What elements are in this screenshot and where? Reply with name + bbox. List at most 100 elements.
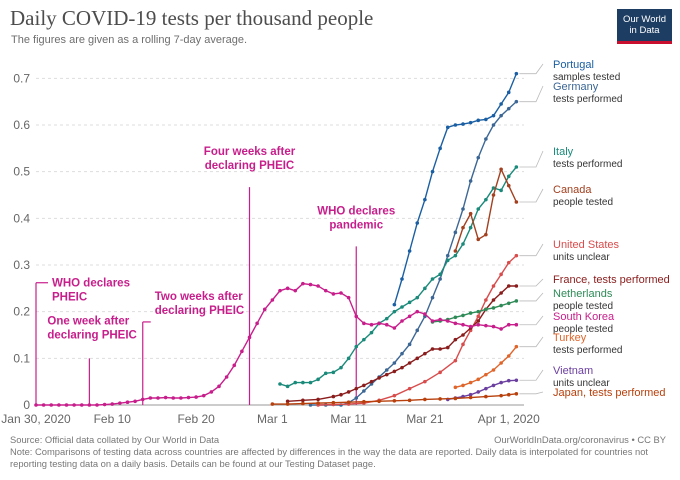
data-point-portugal (484, 117, 488, 122)
annotation-label: declaring PHEIC (155, 305, 244, 317)
data-point-germany (430, 295, 435, 300)
data-point-italy (308, 380, 313, 385)
data-point-netherlands (499, 303, 503, 308)
data-point-south_korea (293, 288, 298, 293)
data-point-germany (438, 277, 442, 281)
data-point-portugal (506, 90, 511, 95)
data-point-south_korea (445, 319, 450, 323)
chart-title: Daily COVID-19 tests per thousand people (10, 6, 374, 30)
data-point-portugal (499, 102, 503, 106)
data-point-italy (445, 258, 450, 263)
legend-connector (519, 150, 544, 168)
data-point-portugal (392, 302, 397, 307)
data-point-portugal (468, 120, 473, 125)
data-point-south_korea (278, 288, 282, 293)
data-point-south_korea (285, 286, 290, 291)
legend-name-japan: Japan, tests performed (553, 387, 666, 399)
data-point-portugal (423, 197, 427, 202)
data-point-portugal (491, 113, 496, 118)
legend-connector (519, 243, 544, 257)
data-point-south_korea (125, 400, 130, 405)
data-point-germany (400, 351, 404, 356)
data-point-japan (377, 399, 381, 404)
data-point-united_states (392, 393, 397, 398)
data-point-italy (301, 380, 305, 385)
series-line-japan (272, 393, 517, 405)
data-point-japan (346, 400, 351, 405)
x-tick-label: Mar 21 (406, 412, 444, 426)
data-point-south_korea (118, 401, 122, 405)
data-point-vietnam (484, 386, 488, 391)
data-point-south_korea (209, 390, 214, 394)
data-point-germany (514, 99, 519, 104)
legend-connector (519, 188, 544, 203)
data-point-united_states (476, 314, 481, 319)
data-point-germany (384, 368, 389, 372)
data-point-france (392, 369, 397, 374)
data-point-turkey (499, 361, 503, 365)
data-point-japan (362, 399, 366, 404)
data-point-germany (407, 342, 412, 347)
data-point-vietnam (468, 392, 473, 397)
data-point-turkey (491, 368, 496, 372)
legend-note-south_korea: people tested (553, 324, 613, 335)
legend-note-germany: tests performed (553, 94, 622, 105)
data-point-south_korea (316, 284, 320, 288)
data-point-italy (384, 316, 389, 321)
data-point-united_states (453, 358, 458, 363)
data-point-italy (346, 356, 351, 361)
data-point-italy (362, 337, 366, 342)
data-point-italy (514, 165, 519, 169)
data-point-netherlands (468, 311, 473, 315)
data-point-south_korea (240, 349, 244, 354)
data-point-south_korea (461, 322, 465, 327)
data-point-germany (506, 106, 511, 111)
data-point-canada (453, 249, 458, 253)
data-point-south_korea (392, 326, 397, 330)
data-point-canada (484, 232, 488, 237)
data-point-united_states (461, 342, 465, 347)
license-link[interactable]: OurWorldInData.org/coronavirus • CC BY (494, 434, 666, 445)
owid-logo[interactable]: Our World in Data (617, 9, 672, 44)
data-point-japan (301, 401, 305, 406)
data-point-south_korea (301, 281, 305, 286)
source-note: Source: Official data collated by Our Wo… (10, 434, 220, 445)
data-point-vietnam (491, 383, 496, 388)
data-point-italy (461, 242, 465, 246)
data-point-germany (491, 123, 496, 127)
data-point-japan (506, 392, 511, 397)
data-point-japan (423, 397, 427, 402)
series-line-south_korea (36, 282, 517, 406)
line-chart: 0 0.1 0.2 0.3 0.4 0.5 0.6 0.7 Jan 30, 2020 Feb 10… (1, 59, 669, 426)
data-point-south_korea (468, 324, 473, 329)
data-point-south_korea (201, 393, 206, 398)
data-point-canada (499, 167, 503, 172)
legend-note-italy: tests performed (553, 159, 622, 170)
y-tick-label: 0.2 (13, 305, 30, 319)
data-point-japan (484, 394, 488, 399)
data-point-vietnam (476, 390, 481, 394)
data-point-south_korea (499, 327, 503, 331)
data-point-japan (331, 400, 336, 405)
legend-name-canada: Canada (553, 184, 592, 196)
legend-name-italy: Italy (553, 146, 574, 158)
data-point-italy (392, 309, 397, 314)
data-point-italy (415, 295, 420, 300)
data-point-portugal (445, 125, 450, 130)
data-point-france (476, 319, 481, 323)
data-point-italy (323, 371, 328, 376)
series-line-united_states (318, 255, 517, 406)
data-point-portugal (415, 221, 420, 225)
data-point-france (316, 397, 320, 402)
x-tick-label: Mar 11 (330, 412, 367, 426)
legend-name-turkey: Turkey (553, 332, 587, 344)
data-point-south_korea (331, 292, 336, 296)
data-point-italy (476, 207, 481, 211)
y-tick-label: 0 (23, 398, 30, 412)
annotation-label: WHO declares (52, 278, 130, 290)
data-point-turkey (461, 383, 465, 388)
data-point-portugal (438, 146, 442, 151)
data-point-united_states (499, 272, 503, 277)
data-point-south_korea (423, 312, 427, 316)
data-point-portugal (514, 71, 519, 76)
